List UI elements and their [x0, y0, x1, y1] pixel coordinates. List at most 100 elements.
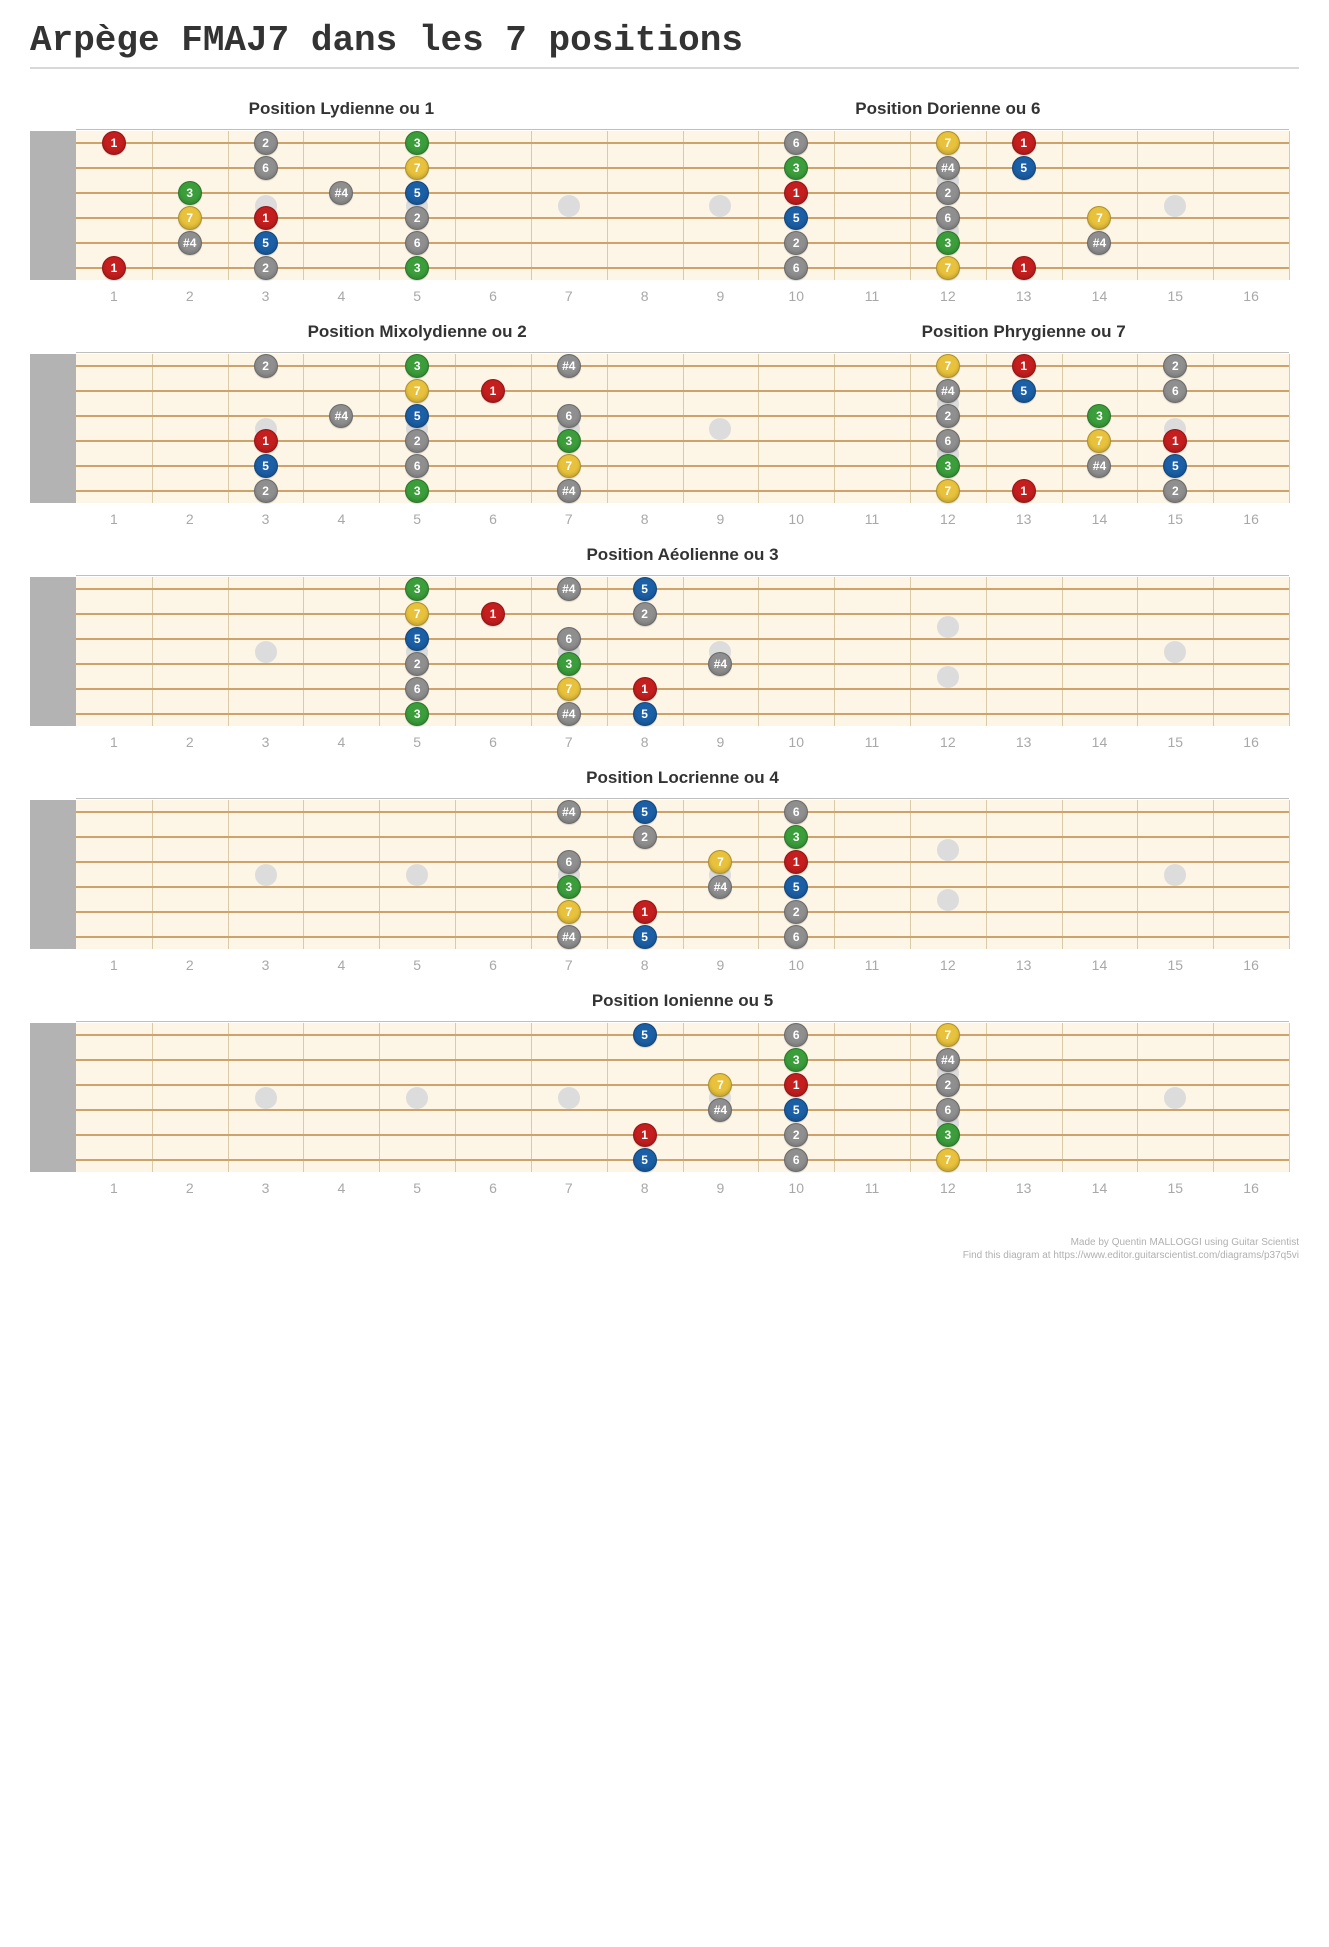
- note-dot: 1: [481, 602, 505, 626]
- fret-number: 16: [1213, 511, 1289, 527]
- fret-number: 1: [76, 288, 152, 304]
- fretboard-diagram: Position Lydienne ou 1Position Dorienne …: [30, 99, 1299, 304]
- fretboard-grid: 23#471#45612356723#4712#456236713#45712: [76, 354, 1289, 503]
- section-title: Position Mixolydienne ou 2: [308, 322, 527, 342]
- fret-number: 2: [152, 288, 228, 304]
- note-dot: 5: [405, 404, 429, 428]
- fret-marker: [406, 864, 428, 886]
- note-dot: 1: [784, 1073, 808, 1097]
- nut: [30, 800, 76, 949]
- fretboard-diagram: Position Locrienne ou 4#456236713#45712#…: [30, 768, 1299, 973]
- fret-numbers: 12345678910111213141516: [76, 288, 1289, 304]
- fret-numbers: 12345678910111213141516: [76, 511, 1289, 527]
- fret-number: 1: [76, 957, 152, 973]
- fret-number: 16: [1213, 957, 1289, 973]
- fret-number: 14: [1062, 1180, 1138, 1196]
- fret-number: 4: [303, 511, 379, 527]
- fret-number: 9: [683, 734, 759, 750]
- fret-marker: [1164, 864, 1186, 886]
- note-dot: 7: [1087, 429, 1111, 453]
- note-dot: 7: [936, 256, 960, 280]
- fret-number: 8: [607, 957, 683, 973]
- note-dot: 1: [254, 429, 278, 453]
- fret-number: 12: [910, 511, 986, 527]
- fret-number: 4: [303, 288, 379, 304]
- note-dot: 2: [784, 231, 808, 255]
- fret-number: 9: [683, 288, 759, 304]
- note-dot: 1: [1012, 479, 1036, 503]
- fret-marker: [558, 195, 580, 217]
- fret-number: 7: [531, 957, 607, 973]
- fret-number: 4: [303, 1180, 379, 1196]
- note-dot: #4: [557, 800, 581, 824]
- fret-number: 9: [683, 511, 759, 527]
- fret-number: 6: [455, 734, 531, 750]
- note-dot: #4: [1087, 454, 1111, 478]
- fretboard-grid: #456236713#45712#456: [76, 800, 1289, 949]
- fret-number: 6: [455, 1180, 531, 1196]
- fret-marker: [937, 839, 959, 861]
- section-underline: [76, 352, 758, 353]
- note-dot: #4: [1087, 231, 1111, 255]
- note-dot: 2: [784, 900, 808, 924]
- fret-number: 15: [1137, 511, 1213, 527]
- section-title: Position Phrygienne ou 7: [922, 322, 1126, 342]
- note-dot: 5: [1012, 379, 1036, 403]
- section-underline: [758, 352, 1289, 353]
- note-dot: 5: [633, 1148, 657, 1172]
- note-dot: 1: [102, 256, 126, 280]
- note-dot: 2: [254, 479, 278, 503]
- note-dot: #4: [708, 652, 732, 676]
- note-dot: 6: [405, 231, 429, 255]
- section-title: Position Dorienne ou 6: [855, 99, 1040, 119]
- note-dot: 1: [1163, 429, 1187, 453]
- note-dot: 5: [254, 231, 278, 255]
- fret-marker: [558, 1087, 580, 1109]
- note-dot: 7: [936, 354, 960, 378]
- fret-number: 15: [1137, 957, 1213, 973]
- section-title: Position Ionienne ou 5: [592, 991, 773, 1011]
- fret-numbers: 12345678910111213141516: [76, 957, 1289, 973]
- section-underline: [76, 575, 1289, 576]
- note-dot: #4: [557, 577, 581, 601]
- note-dot: 2: [254, 131, 278, 155]
- note-dot: 3: [405, 131, 429, 155]
- note-dot: 3: [405, 577, 429, 601]
- fret-number: 9: [683, 957, 759, 973]
- note-dot: 1: [102, 131, 126, 155]
- note-dot: 6: [784, 1023, 808, 1047]
- fretboard-grid: 123673#45712#4561236713#451256723#4671: [76, 131, 1289, 280]
- fret-number: 4: [303, 957, 379, 973]
- nut: [30, 577, 76, 726]
- fretboard-grid: 5673#4712#456123567: [76, 1023, 1289, 1172]
- note-dot: 3: [936, 231, 960, 255]
- fret-marker: [406, 1087, 428, 1109]
- fret-number: 7: [531, 511, 607, 527]
- note-dot: 7: [557, 454, 581, 478]
- fret-number: 5: [379, 288, 455, 304]
- fret-number: 5: [379, 734, 455, 750]
- note-dot: 6: [936, 1098, 960, 1122]
- note-dot: 7: [1087, 206, 1111, 230]
- note-dot: 7: [708, 1073, 732, 1097]
- fret-number: 11: [834, 288, 910, 304]
- note-dot: 6: [557, 404, 581, 428]
- note-dot: 6: [784, 256, 808, 280]
- note-dot: 7: [936, 1023, 960, 1047]
- fret-number: 3: [228, 957, 304, 973]
- fret-marker: [1164, 195, 1186, 217]
- note-dot: 7: [405, 602, 429, 626]
- note-dot: 7: [936, 479, 960, 503]
- note-dot: 1: [633, 900, 657, 924]
- fret-number: 3: [228, 288, 304, 304]
- note-dot: #4: [329, 181, 353, 205]
- fret-number: 1: [76, 1180, 152, 1196]
- nut: [30, 354, 76, 503]
- note-dot: 2: [936, 1073, 960, 1097]
- note-dot: 1: [1012, 131, 1036, 155]
- fret-marker: [1164, 641, 1186, 663]
- fret-number: 11: [834, 511, 910, 527]
- fret-number: 5: [379, 511, 455, 527]
- fret-marker: [937, 616, 959, 638]
- note-dot: #4: [936, 156, 960, 180]
